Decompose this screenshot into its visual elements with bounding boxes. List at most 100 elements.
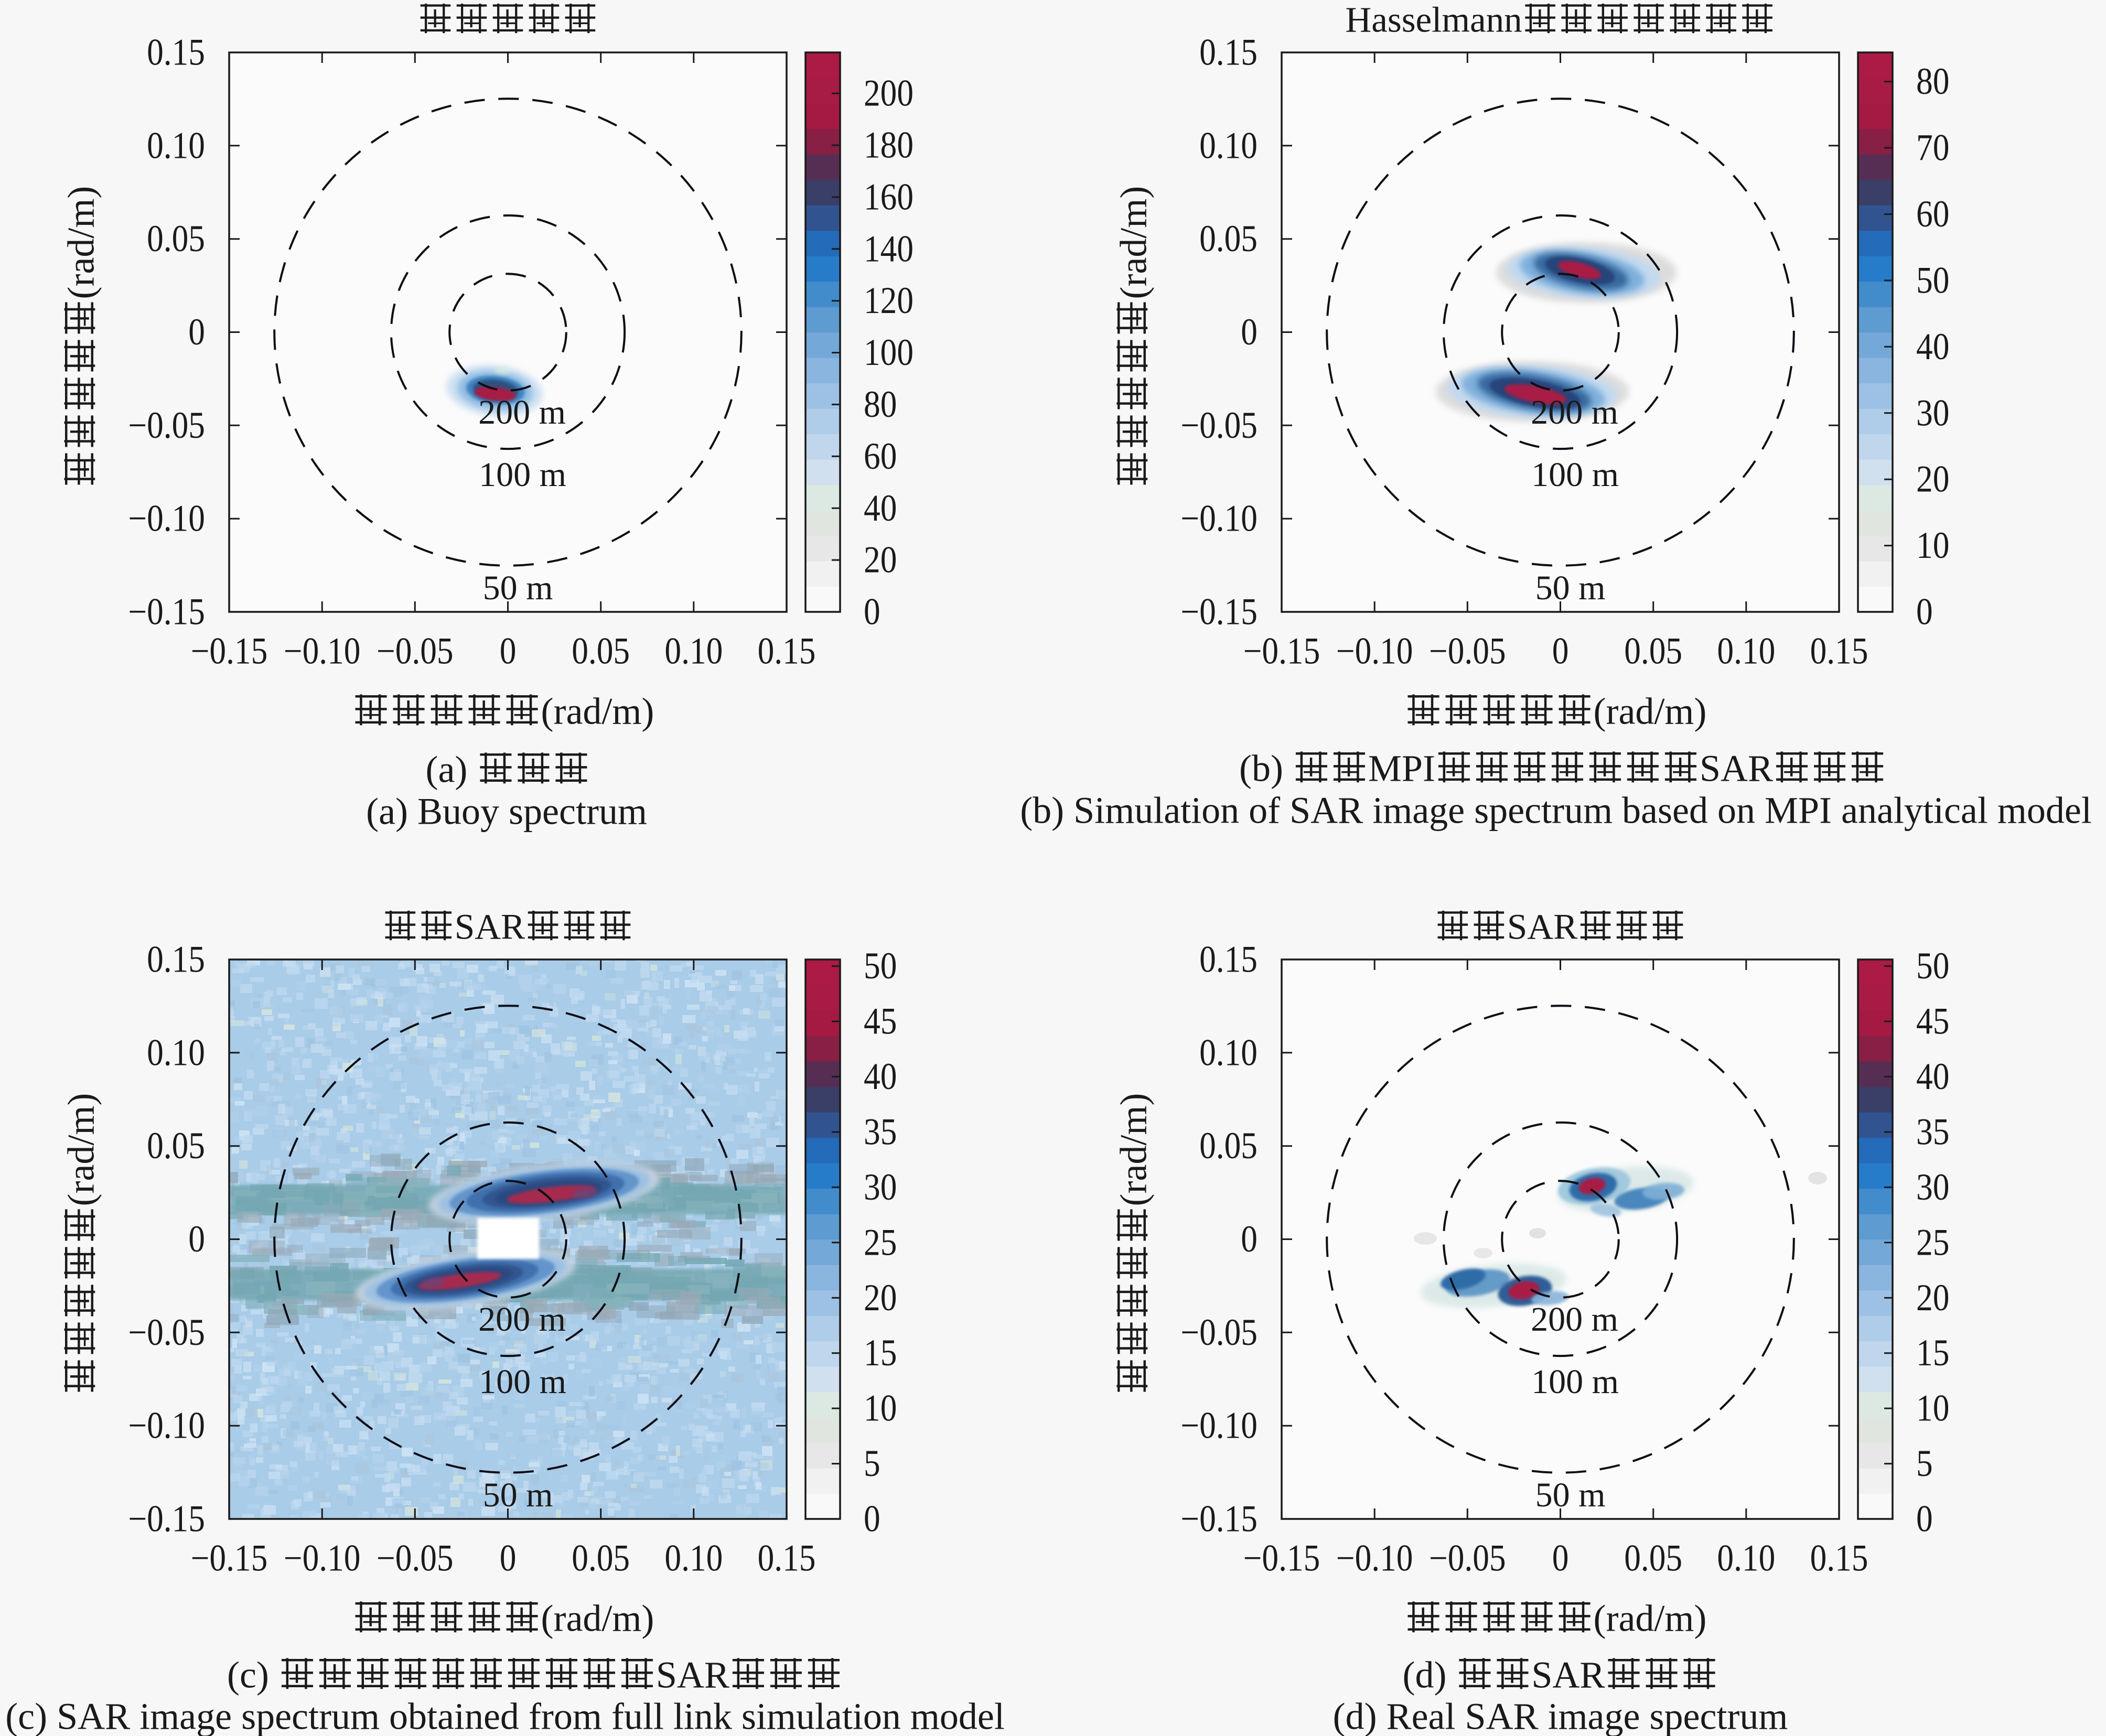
svg-text:−0.05: −0.05 bbox=[377, 1537, 454, 1579]
svg-text:0: 0 bbox=[1552, 1537, 1569, 1579]
svg-text:25: 25 bbox=[1916, 1221, 1949, 1263]
svg-text:−0.15: −0.15 bbox=[191, 1537, 268, 1579]
svg-text:100 m: 100 m bbox=[1531, 456, 1619, 494]
svg-text:(d): (d) bbox=[1403, 1654, 1447, 1696]
svg-text:0.10: 0.10 bbox=[1199, 124, 1258, 166]
svg-text:−0.05: −0.05 bbox=[1429, 1537, 1506, 1579]
svg-text:−0.10: −0.10 bbox=[1336, 630, 1413, 672]
svg-text:0.15: 0.15 bbox=[1810, 630, 1868, 672]
svg-text:0.05: 0.05 bbox=[1624, 1537, 1682, 1579]
svg-text:100: 100 bbox=[864, 331, 914, 373]
svg-text:(b) Simulation of SAR image sp: (b) Simulation of SAR image spectrum bas… bbox=[1020, 790, 2092, 832]
svg-text:70: 70 bbox=[1916, 127, 1949, 169]
svg-text:−0.10: −0.10 bbox=[1180, 1405, 1258, 1447]
svg-text:50: 50 bbox=[1916, 945, 1949, 987]
svg-text:−0.10: −0.10 bbox=[128, 498, 205, 540]
svg-text:−0.10: −0.10 bbox=[284, 630, 361, 672]
svg-text:SAR: SAR bbox=[455, 907, 525, 947]
svg-text:−0.05: −0.05 bbox=[1429, 630, 1506, 672]
svg-text:5: 5 bbox=[864, 1442, 880, 1484]
svg-text:Hasselmann: Hasselmann bbox=[1345, 0, 1522, 40]
svg-text:−0.10: −0.10 bbox=[1180, 498, 1258, 540]
svg-text:200 m: 200 m bbox=[478, 393, 566, 432]
svg-text:(rad/m): (rad/m) bbox=[1113, 186, 1155, 299]
svg-text:0.10: 0.10 bbox=[1199, 1031, 1258, 1073]
svg-text:60: 60 bbox=[1916, 193, 1949, 235]
svg-text:20: 20 bbox=[1916, 458, 1949, 500]
svg-text:0: 0 bbox=[1552, 630, 1569, 672]
svg-text:0.05: 0.05 bbox=[1199, 1125, 1258, 1167]
svg-text:MPI: MPI bbox=[1368, 748, 1435, 790]
svg-text:200: 200 bbox=[864, 72, 914, 114]
svg-text:50 m: 50 m bbox=[483, 569, 553, 607]
svg-text:(a) Buoy spectrum: (a) Buoy spectrum bbox=[366, 791, 647, 833]
svg-text:40: 40 bbox=[864, 1055, 897, 1097]
svg-text:(rad/m): (rad/m) bbox=[1594, 691, 1707, 732]
svg-text:(rad/m): (rad/m) bbox=[1594, 1598, 1707, 1640]
svg-text:0.05: 0.05 bbox=[147, 218, 205, 260]
svg-text:200 m: 200 m bbox=[1531, 393, 1618, 432]
svg-text:20: 20 bbox=[864, 1277, 897, 1319]
svg-text:50 m: 50 m bbox=[1535, 1476, 1606, 1514]
svg-text:0: 0 bbox=[864, 591, 880, 633]
svg-text:−0.05: −0.05 bbox=[1180, 404, 1258, 446]
svg-text:−0.10: −0.10 bbox=[284, 1537, 361, 1579]
svg-text:0.05: 0.05 bbox=[572, 1537, 630, 1579]
svg-text:SAR: SAR bbox=[1700, 748, 1773, 790]
svg-text:100 m: 100 m bbox=[479, 1363, 566, 1401]
svg-text:200 m: 200 m bbox=[1531, 1300, 1618, 1339]
svg-text:80: 80 bbox=[864, 383, 897, 425]
svg-text:(rad/m): (rad/m) bbox=[60, 186, 102, 299]
svg-text:0.15: 0.15 bbox=[1199, 31, 1258, 73]
svg-text:100 m: 100 m bbox=[1531, 1363, 1619, 1401]
svg-text:−0.15: −0.15 bbox=[1180, 591, 1258, 633]
svg-text:30: 30 bbox=[1916, 392, 1949, 434]
svg-text:−0.05: −0.05 bbox=[128, 1311, 205, 1353]
svg-text:0.15: 0.15 bbox=[758, 1537, 816, 1579]
svg-text:(rad/m): (rad/m) bbox=[541, 691, 654, 732]
svg-text:25: 25 bbox=[864, 1221, 897, 1263]
svg-text:−0.10: −0.10 bbox=[128, 1405, 205, 1447]
svg-text:30: 30 bbox=[864, 1166, 897, 1208]
svg-text:0.10: 0.10 bbox=[664, 1537, 723, 1579]
svg-text:(rad/m): (rad/m) bbox=[1113, 1093, 1155, 1206]
svg-text:SAR: SAR bbox=[1531, 1654, 1605, 1696]
svg-text:−0.10: −0.10 bbox=[1336, 1537, 1413, 1579]
svg-text:50 m: 50 m bbox=[1535, 569, 1606, 607]
svg-text:0: 0 bbox=[500, 630, 517, 672]
svg-text:(rad/m): (rad/m) bbox=[60, 1093, 102, 1206]
svg-text:40: 40 bbox=[1916, 1055, 1949, 1097]
svg-text:(b): (b) bbox=[1239, 748, 1283, 790]
svg-text:180: 180 bbox=[864, 124, 914, 166]
svg-text:5: 5 bbox=[1916, 1442, 1933, 1484]
svg-text:200 m: 200 m bbox=[478, 1300, 566, 1339]
svg-text:0: 0 bbox=[1916, 591, 1933, 633]
svg-text:0: 0 bbox=[1241, 311, 1258, 353]
svg-text:80: 80 bbox=[1916, 60, 1949, 102]
svg-text:SAR: SAR bbox=[1507, 907, 1577, 947]
svg-text:0: 0 bbox=[188, 1218, 205, 1260]
svg-text:(rad/m): (rad/m) bbox=[541, 1598, 654, 1640]
svg-text:15: 15 bbox=[864, 1332, 897, 1374]
svg-text:60: 60 bbox=[864, 435, 897, 477]
svg-text:−0.15: −0.15 bbox=[1243, 630, 1320, 672]
svg-text:0.10: 0.10 bbox=[147, 124, 205, 166]
svg-text:0.10: 0.10 bbox=[1717, 1537, 1775, 1579]
svg-text:45: 45 bbox=[1916, 1000, 1949, 1042]
svg-text:0: 0 bbox=[188, 311, 205, 353]
svg-text:−0.15: −0.15 bbox=[191, 630, 268, 672]
svg-text:0.15: 0.15 bbox=[1810, 1537, 1868, 1579]
svg-text:−0.05: −0.05 bbox=[1180, 1311, 1258, 1353]
svg-text:0.15: 0.15 bbox=[1199, 939, 1258, 980]
svg-text:SAR: SAR bbox=[656, 1654, 729, 1696]
svg-text:(d) Real SAR image spectrum: (d) Real SAR image spectrum bbox=[1333, 1696, 1788, 1736]
svg-text:0.05: 0.05 bbox=[1624, 630, 1682, 672]
svg-text:0: 0 bbox=[1916, 1498, 1933, 1540]
svg-text:140: 140 bbox=[864, 228, 914, 269]
svg-text:160: 160 bbox=[864, 176, 914, 218]
svg-text:−0.15: −0.15 bbox=[128, 591, 205, 633]
svg-text:−0.15: −0.15 bbox=[1180, 1498, 1258, 1540]
svg-text:0: 0 bbox=[500, 1537, 517, 1579]
svg-text:(c) SAR image spectrum obtaine: (c) SAR image spectrum obtained from ful… bbox=[5, 1696, 1005, 1736]
svg-text:100 m: 100 m bbox=[479, 456, 566, 494]
